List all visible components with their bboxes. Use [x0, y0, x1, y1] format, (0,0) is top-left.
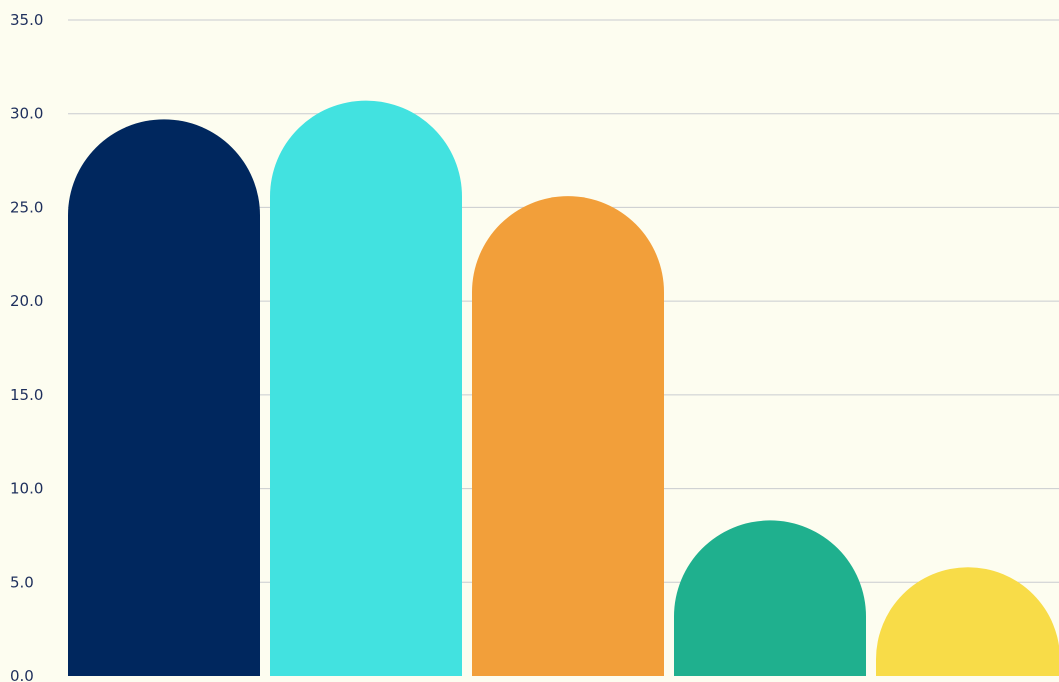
- y-tick-label: 20.0: [10, 292, 43, 310]
- y-tick-label: 35.0: [10, 11, 43, 29]
- bar-1: [68, 119, 260, 676]
- bar-5: [876, 567, 1059, 676]
- y-tick-label: 30.0: [10, 105, 43, 123]
- bar-3: [472, 196, 664, 676]
- bar-2: [270, 100, 462, 676]
- y-tick-label: 5.0: [10, 573, 34, 591]
- y-axis-tick-labels: 0.0 5.0 10.0 15.0 20.0 25.0 30.0 35.0: [10, 11, 43, 682]
- y-tick-label: 10.0: [10, 480, 43, 498]
- bar-4: [674, 520, 866, 676]
- y-tick-label: 0.0: [10, 667, 34, 682]
- bars: [68, 100, 1059, 676]
- y-tick-label: 25.0: [10, 198, 43, 216]
- y-tick-label: 15.0: [10, 386, 43, 404]
